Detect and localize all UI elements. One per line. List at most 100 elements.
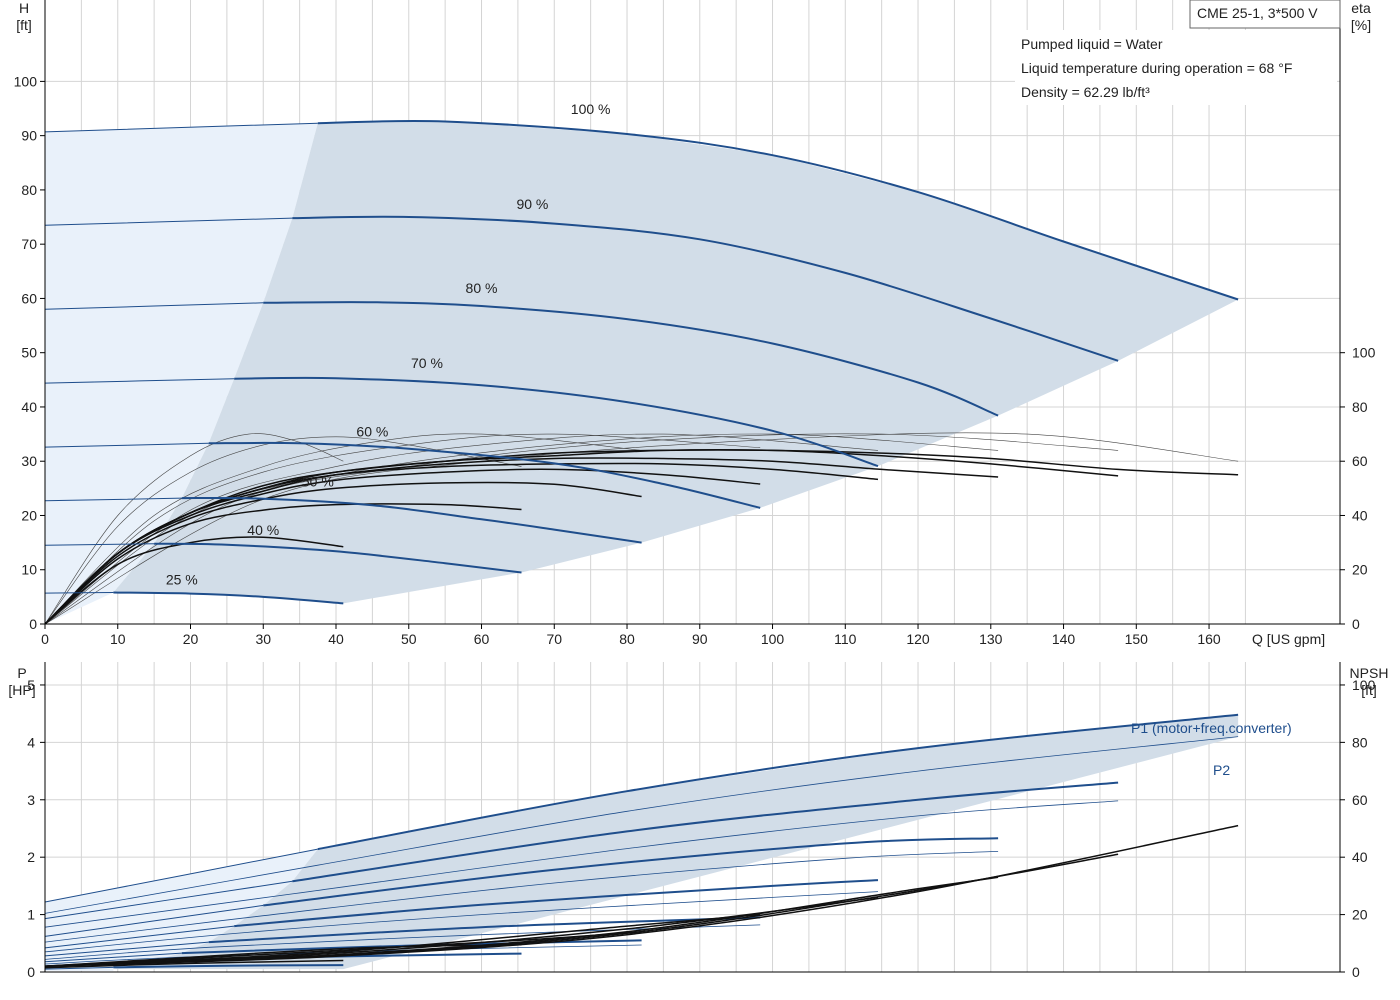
p1-curve-extension — [44, 848, 318, 903]
x-tick-label: 20 — [183, 631, 199, 647]
efficiency-curve — [44, 462, 879, 625]
head-curve-extension — [44, 217, 293, 226]
thin-efficiency-curve — [44, 433, 1119, 625]
x-tick-label: 140 — [1052, 631, 1076, 647]
y-tick-label: 40 — [21, 399, 37, 415]
x-tick-label: 130 — [979, 631, 1003, 647]
npsh-tick-label: 20 — [1352, 907, 1368, 923]
p1-curve — [208, 916, 761, 944]
lower-operating-region — [113, 714, 1239, 970]
x-tick-label: 10 — [110, 631, 126, 647]
y2-tick-label: 60 — [1352, 453, 1368, 469]
x-tick-label: 160 — [1197, 631, 1221, 647]
efficiency-curve — [44, 536, 344, 625]
head-curve-extension — [44, 442, 209, 448]
x-tick-label: 100 — [761, 631, 785, 647]
head-curve-extension — [44, 378, 235, 384]
speed-label: 70 % — [411, 355, 443, 371]
p-tick-label: 5 — [27, 677, 35, 693]
x-tick-label: 60 — [474, 631, 490, 647]
npsh-tick-label: 80 — [1352, 734, 1368, 750]
thin-efficiency-curve — [44, 433, 761, 625]
efficiency-curve — [44, 503, 522, 625]
operating-region — [113, 121, 1239, 604]
x-tick-label: 120 — [906, 631, 930, 647]
p1-curve-extension — [44, 941, 209, 957]
y-tick-label: 0 — [29, 616, 37, 632]
y-axis-unit: [ft] — [16, 17, 32, 33]
speed-label: 80 % — [466, 280, 498, 296]
x-tick-label: 110 — [834, 631, 857, 647]
y-tick-label: 60 — [21, 290, 37, 306]
p1-curve-extension — [44, 966, 114, 970]
npsh-tick-label: 0 — [1352, 964, 1360, 980]
speed-label: 60 % — [356, 423, 388, 439]
y2-axis-unit: [%] — [1351, 17, 1371, 33]
head-curve — [234, 376, 879, 468]
p-axis-title: P — [17, 665, 26, 681]
y2-tick-label: 80 — [1352, 399, 1368, 415]
info-line-liquid: Pumped liquid = Water — [1021, 36, 1163, 52]
x-tick-label: 150 — [1125, 631, 1149, 647]
p-tick-label: 1 — [27, 907, 35, 923]
npsh-tick-label: 100 — [1352, 677, 1376, 693]
speed-label: 100 % — [571, 101, 611, 117]
head-curve — [181, 496, 642, 544]
p-tick-label: 0 — [27, 964, 35, 980]
speed-label: 40 % — [247, 522, 279, 538]
p1-curve — [113, 964, 344, 969]
head-curve-extension — [44, 122, 318, 133]
head-curve-extension — [44, 497, 182, 502]
speed-label: 50 % — [302, 474, 334, 490]
p1-curve-extension — [44, 904, 264, 937]
y2-tick-label: 20 — [1352, 562, 1368, 578]
y2-tick-label: 0 — [1352, 616, 1360, 632]
y-tick-label: 80 — [21, 182, 37, 198]
p-tick-label: 4 — [27, 734, 35, 750]
p1-curve — [234, 879, 879, 928]
y-tick-label: 90 — [21, 128, 37, 144]
y2-axis-title: eta — [1351, 0, 1371, 16]
p-axis-unit: [HP] — [8, 682, 35, 698]
title-box-text: CME 25-1, 3*500 V — [1197, 5, 1318, 21]
y-tick-label: 20 — [21, 507, 37, 523]
y2-tick-label: 40 — [1352, 507, 1368, 523]
power-npsh-panel: P1 (motor+freq.converter) P2 0 1 2 3 4 5 0 20 40 60… — [8, 662, 1388, 980]
p2-curve — [44, 736, 1239, 914]
p-tick-label: 3 — [27, 792, 35, 808]
npsh-axis-title: NPSH — [1350, 665, 1389, 681]
low-flow-region — [45, 123, 318, 624]
head-curve — [208, 441, 761, 509]
p1-curve-extension — [44, 880, 293, 920]
head-efficiency-panel: 100 % 90 % 80 % 70 % 60 % 50 % 40 % 25 % 0 10 20 30… — [14, 0, 1376, 647]
x-tick-label: 90 — [692, 631, 708, 647]
y-tick-label: 70 — [21, 236, 37, 252]
x-tick-label: 80 — [619, 631, 635, 647]
npsh-tick-label: 60 — [1352, 792, 1368, 808]
npsh-axis-unit: [ft] — [1361, 682, 1377, 698]
efficiency-curve — [44, 468, 761, 625]
y-tick-label: 10 — [21, 562, 37, 578]
p1-series-label: P1 (motor+freq.converter) — [1131, 720, 1292, 736]
x-tick-label: 50 — [401, 631, 417, 647]
p-tick-label: 2 — [27, 849, 35, 865]
x-tick-label: 70 — [546, 631, 562, 647]
p2-series-label: P2 — [1213, 762, 1230, 778]
p1-curve-extension — [44, 952, 182, 963]
title-box-frame — [1189, 0, 1341, 29]
head-curve-extension — [44, 592, 114, 594]
p2-curve — [44, 800, 1119, 928]
npsh-curve — [44, 913, 761, 968]
thin-efficiency-curve — [44, 432, 1239, 625]
p1-curve-extension — [44, 925, 235, 949]
x-axis-label: Q [US gpm] — [1252, 631, 1325, 647]
head-curve — [263, 301, 999, 417]
thin-efficiency-curve — [44, 433, 642, 625]
y-tick-label: 30 — [21, 453, 37, 469]
efficiency-curve — [44, 481, 642, 625]
info-background — [1015, 30, 1337, 105]
npsh-curve — [44, 959, 344, 969]
p2-curve — [44, 891, 879, 953]
npsh-curve — [44, 943, 522, 968]
